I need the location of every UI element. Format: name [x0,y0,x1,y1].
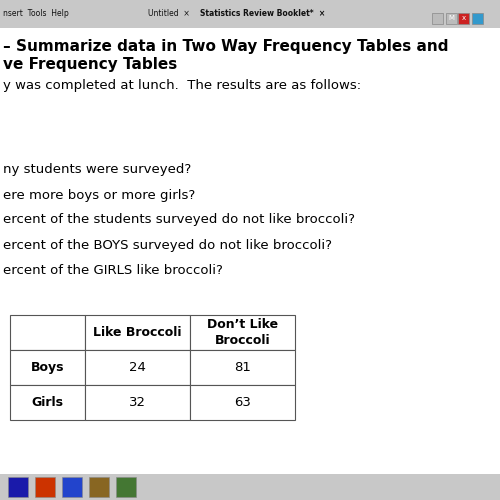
Bar [62,477,82,497]
Bar [10,350,85,385]
Bar [432,13,443,24]
Text: Statistics Review Booklet*  ×: Statistics Review Booklet* × [200,10,325,18]
Text: 63: 63 [234,396,251,409]
Text: Don’t Like
Broccoli: Don’t Like Broccoli [207,318,278,347]
Bar [0,474,500,500]
Text: nsert  Tools  Help: nsert Tools Help [3,10,69,18]
Bar [446,13,457,24]
Text: 81: 81 [234,361,251,374]
Text: ve Frequency Tables: ve Frequency Tables [3,56,177,72]
Text: Untitled  ×: Untitled × [148,10,190,18]
Bar [190,350,295,385]
Bar [190,315,295,350]
Text: 24: 24 [129,361,146,374]
Text: Like Broccoli: Like Broccoli [93,326,182,339]
Text: ercent of the BOYS surveyed do not like broccoli?: ercent of the BOYS surveyed do not like … [3,238,332,252]
Text: ere more boys or more girls?: ere more boys or more girls? [3,188,195,202]
Bar [89,477,109,497]
Text: ercent of the students surveyed do not like broccoli?: ercent of the students surveyed do not l… [3,214,355,226]
Bar [10,385,85,420]
Text: ny students were surveyed?: ny students were surveyed? [3,164,191,176]
Bar [458,13,469,24]
Bar [116,477,136,497]
Text: ercent of the GIRLS like broccoli?: ercent of the GIRLS like broccoli? [3,264,223,276]
Bar [8,477,28,497]
Bar [85,350,190,385]
Text: Boys: Boys [31,361,64,374]
Bar [10,315,85,350]
Bar [190,385,295,420]
Text: y was completed at lunch.  The results are as follows:: y was completed at lunch. The results ar… [3,80,361,92]
Bar [85,385,190,420]
Bar [35,477,55,497]
Bar [85,315,190,350]
Text: M: M [448,16,454,22]
Text: x: x [462,16,466,22]
Bar [472,13,483,24]
Text: Girls: Girls [32,396,64,409]
Bar [0,0,500,28]
Text: 32: 32 [129,396,146,409]
Text: – Summarize data in Two Way Frequency Tables and: – Summarize data in Two Way Frequency Ta… [3,38,448,54]
